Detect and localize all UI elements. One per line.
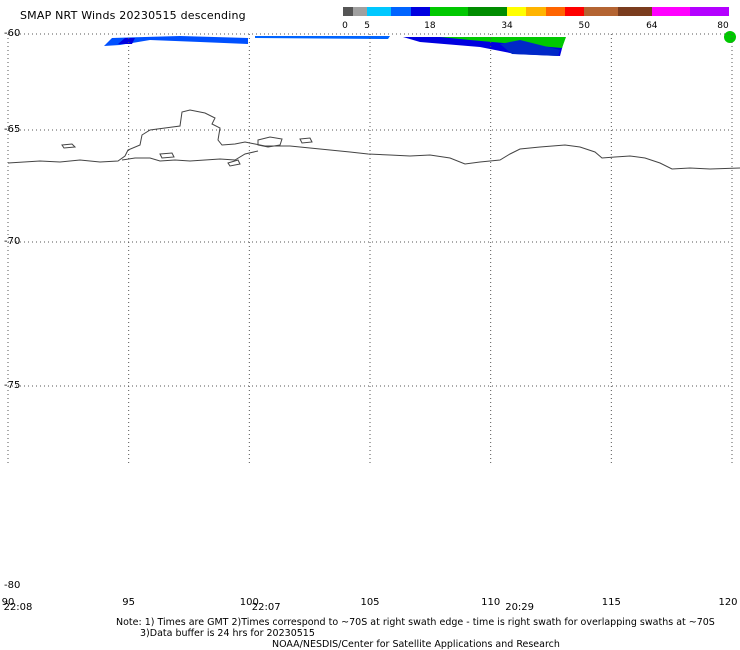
map-title: SMAP NRT Winds 20230515 descending bbox=[20, 9, 246, 22]
latitude-label: -70 bbox=[4, 236, 21, 247]
longitude-label: 115 bbox=[601, 597, 621, 608]
colorbar-segment bbox=[429, 7, 469, 16]
longitude-label: 100 bbox=[239, 597, 259, 608]
colorbar-segment bbox=[526, 7, 546, 16]
note-line-2: 3)Data buffer is 24 hrs for 20230515 bbox=[140, 628, 315, 639]
swath-west-core bbox=[118, 38, 135, 44]
colorbar-tick-label: 0 bbox=[342, 21, 348, 31]
swath-east-blue bbox=[500, 40, 560, 56]
colorbar-segment bbox=[584, 7, 618, 16]
swath-edge-green bbox=[724, 31, 736, 43]
wind-speed-colorbar bbox=[343, 7, 729, 16]
swath-mid bbox=[255, 36, 390, 39]
latitude-label: -60 bbox=[4, 28, 21, 39]
colorbar-segment bbox=[507, 7, 527, 16]
colorbar-segment bbox=[343, 7, 353, 16]
colorbar-tick-label: 34 bbox=[501, 21, 513, 31]
colorbar-segment bbox=[410, 7, 430, 16]
colorbar-tick-label: 5 bbox=[364, 21, 370, 31]
latitude-label: -65 bbox=[4, 124, 21, 135]
longitude-label: 120 bbox=[718, 597, 738, 608]
swath-time-label: 22:07 bbox=[251, 602, 281, 613]
colorbar-segment bbox=[617, 7, 652, 16]
colorbar-segment bbox=[391, 7, 411, 16]
colorbar-tick-label: 18 bbox=[424, 21, 436, 31]
swath-time-label: 22:08 bbox=[3, 602, 33, 613]
latitude-label: -75 bbox=[4, 380, 21, 391]
note-line-3: NOAA/NESDIS/Center for Satellite Applica… bbox=[272, 639, 560, 650]
longitude-label: 110 bbox=[481, 597, 501, 608]
antarctic-coastline bbox=[7, 109, 740, 170]
colorbar-segment bbox=[468, 7, 508, 16]
colorbar-tick-label: 80 bbox=[717, 21, 729, 31]
wind-swaths bbox=[104, 31, 736, 56]
longitude-label: 90 bbox=[1, 597, 15, 608]
swath-west bbox=[104, 36, 248, 46]
colorbar-segment bbox=[545, 7, 565, 16]
latitude-label: -80 bbox=[4, 580, 21, 591]
note-line-1: Note: 1) Times are GMT 2)Times correspon… bbox=[116, 617, 715, 628]
swath-time-label: 20:29 bbox=[505, 602, 535, 613]
longitude-label: 95 bbox=[122, 597, 136, 608]
colorbar-segment bbox=[367, 7, 392, 16]
graticule bbox=[7, 33, 733, 465]
colorbar-segment bbox=[651, 7, 691, 16]
colorbar-segment bbox=[690, 7, 729, 16]
longitude-label: 105 bbox=[360, 597, 380, 608]
colorbar-segment bbox=[564, 7, 585, 16]
colorbar-tick-label: 64 bbox=[646, 21, 658, 31]
colorbar-segment bbox=[352, 7, 368, 16]
colorbar-tick-label: 50 bbox=[578, 21, 590, 31]
